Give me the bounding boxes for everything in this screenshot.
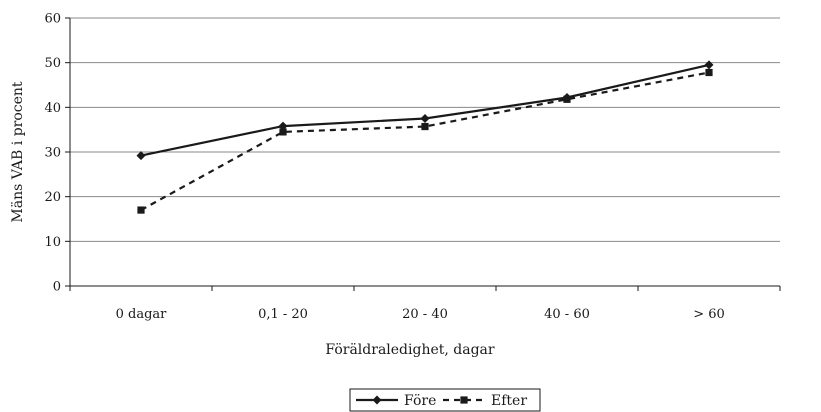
data-point (279, 128, 287, 136)
series-efter (137, 68, 713, 214)
x-axis-title: Föräldraledighet, dagar (325, 342, 495, 358)
y-tick-label: 30 (44, 146, 61, 161)
y-tick-label: 10 (44, 235, 61, 250)
data-point (278, 121, 288, 131)
x-tick-label: 0 dagar (116, 307, 168, 322)
series-fore (136, 60, 714, 161)
data-point (136, 151, 146, 161)
data-point (137, 206, 145, 214)
y-tick-label: 0 (53, 280, 61, 295)
x-tick-label: 40 - 60 (544, 307, 590, 322)
x-tick-label: 0,1 - 20 (258, 307, 308, 322)
y-axis-title: Mäns VAB i procent (10, 81, 26, 222)
y-tick-label: 60 (44, 12, 61, 27)
x-axis-ticks: 0 dagar 0,1 - 20 20 - 40 40 - 60 > 60 (69, 286, 781, 322)
data-point (563, 95, 571, 103)
legend-label: Före (404, 393, 436, 409)
data-point (420, 114, 430, 123)
series-group (136, 60, 714, 214)
legend: Före Efter (349, 388, 541, 412)
legend-swatch-marker (372, 395, 382, 405)
x-tick-label: 20 - 40 (402, 307, 448, 322)
data-point (704, 60, 714, 70)
series-line (140, 71, 710, 212)
gridlines (70, 17, 780, 242)
y-axis-ticks: 0 10 20 30 40 50 60 (44, 12, 70, 295)
y-tick-label: 20 (44, 190, 61, 205)
y-tick-label: 40 (44, 101, 61, 116)
legend-label: Efter (491, 393, 527, 409)
legend-swatch-marker (460, 396, 468, 404)
series-line (140, 63, 710, 157)
data-point (421, 122, 429, 131)
y-tick-label: 50 (44, 56, 61, 71)
x-tick-label: > 60 (693, 307, 725, 322)
data-point (705, 68, 713, 77)
